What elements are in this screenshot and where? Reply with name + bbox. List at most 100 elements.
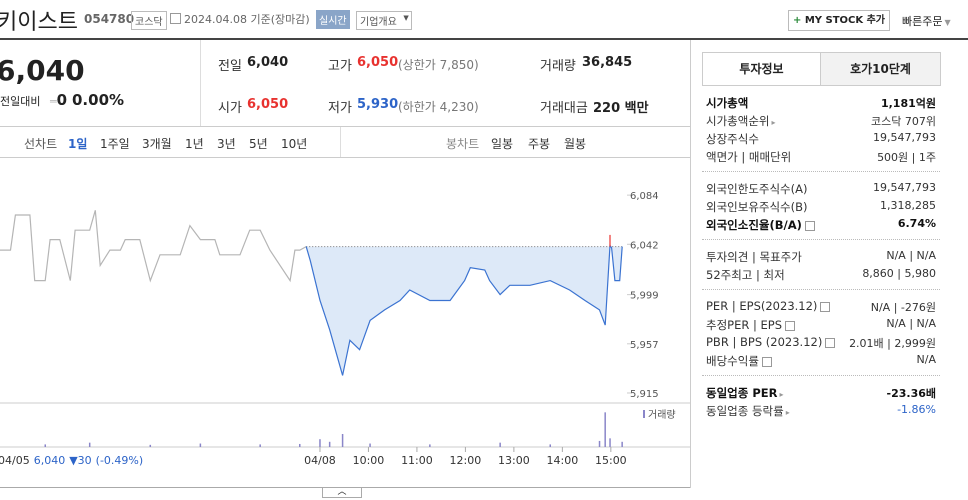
info-label: 외국인보유주식수(B) <box>706 200 808 214</box>
info-label: 외국인소진율(B/A) <box>706 217 815 233</box>
info-label: 배당수익률 <box>706 353 772 369</box>
info-label: 동일업종 등락률 ▸ <box>706 404 790 418</box>
info-label: 동일업종 PER ▸ <box>706 386 784 400</box>
period-tab[interactable]: 3년 <box>217 137 236 151</box>
tab[interactable]: 호가10단계 <box>820 52 941 86</box>
info-row: 배당수익률 N/A <box>706 353 936 371</box>
price-area <box>306 245 623 376</box>
realtime-badge[interactable]: 실시간 <box>316 10 350 29</box>
quote-value: 5,930 <box>357 97 399 112</box>
info-value: N/A | N/A <box>886 249 936 262</box>
info-label: 액면가 | 매매단위 <box>706 150 792 164</box>
change: ═0 <box>50 91 68 109</box>
candle-tab[interactable]: 주봉 <box>528 137 551 151</box>
stock-code: 054780 <box>84 12 135 26</box>
info-row: 외국인보유주식수(B) 1,318,285 <box>706 199 936 217</box>
quote-value: 220 백만 <box>593 101 649 116</box>
stock-name: 키이스트 <box>0 10 78 35</box>
info-icon[interactable] <box>761 356 772 367</box>
info-value: -1.86% <box>897 403 936 416</box>
y-tick-label: 5,915 <box>630 389 659 400</box>
quote-extra: (상한가 7,850) <box>398 58 479 72</box>
chart-footer: 04/05 6,040 ▼30 (-0.49%) <box>0 454 143 467</box>
collapse-toggle[interactable]: ︿ <box>322 487 362 498</box>
group-separator <box>702 171 940 172</box>
footer-date: 04/05 <box>0 454 30 467</box>
tab-active[interactable]: 투자정보 <box>702 52 821 86</box>
info-label: 시가총액순위 ▸ <box>706 114 776 128</box>
info-row: 추정PER | EPS N/A | N/A <box>706 317 936 335</box>
arrow-icon[interactable]: ▸ <box>771 118 776 127</box>
volume-bar <box>149 444 152 447</box>
y-tick-label: 6,084 <box>630 191 659 202</box>
volume-bar <box>549 444 551 447</box>
x-tick-label: 11:00 <box>401 454 433 467</box>
change-value: 0 <box>56 91 68 109</box>
change-label: 전일대비 <box>0 95 41 108</box>
info-row: 외국인한도주식수(A) 19,547,793 <box>706 181 936 199</box>
volume-bar <box>88 442 91 447</box>
arrow-icon[interactable]: ▸ <box>785 408 790 417</box>
info-row: 액면가 | 매매단위 500원 | 1주 <box>706 149 936 167</box>
group-separator <box>702 289 940 290</box>
rule <box>0 157 690 158</box>
y-tick-label: 6,042 <box>630 240 659 251</box>
quote-label: 거래대금 <box>540 101 588 116</box>
info-row: 52주최고 | 최저 8,860 | 5,980 <box>706 267 936 285</box>
info-icon[interactable] <box>785 320 796 331</box>
info-label: 상장주식수 <box>706 132 759 146</box>
volume-bar <box>44 444 46 447</box>
info-label: 투자의견 | 목표주가 <box>706 250 802 264</box>
group-separator <box>702 239 940 240</box>
volume-bar <box>499 442 501 447</box>
quick-order[interactable]: 빠른주문 ▼ <box>902 15 951 28</box>
period-tab[interactable]: 1년 <box>185 137 204 151</box>
price-chart: 6,084 6,042 5,999 5,957 5,915 04/08 10:00 11:00… <box>0 191 690 467</box>
info-icon[interactable] <box>820 301 831 312</box>
volume-bar <box>259 444 261 447</box>
volume-bar <box>328 441 331 447</box>
info-value: 2.01배 | 2,999원 <box>849 337 936 350</box>
price-line <box>0 210 307 283</box>
info-row: 동일업종 등락률 ▸ -1.86% <box>706 403 936 421</box>
period-tab[interactable]: 1주일 <box>100 137 130 151</box>
info-icon[interactable] <box>825 337 836 348</box>
period-tab[interactable]: 3개월 <box>142 137 172 151</box>
period-tab[interactable]: 5년 <box>249 137 268 151</box>
volume-bar <box>621 441 623 447</box>
candle-tab[interactable]: 월봉 <box>564 137 587 151</box>
info-value: N/A | N/A <box>886 317 936 330</box>
quote-value: 36,845 <box>582 55 633 70</box>
arrow-icon[interactable]: ▸ <box>779 390 784 399</box>
quote-label: 거래량 <box>540 59 576 74</box>
info-row: 동일업종 PER ▸ -23.36배 <box>706 385 936 403</box>
info-label: 52주최고 | 최저 <box>706 268 785 282</box>
mystock-button[interactable]: + MY STOCK 추가 <box>788 10 890 31</box>
x-tick-label: 12:00 <box>450 454 482 467</box>
candle-tab[interactable]: 일봉 <box>491 137 514 151</box>
info-value: 500원 | 1주 <box>877 151 936 164</box>
info-row: 시가총액 1,181억원 <box>706 95 936 113</box>
footer-rate: (-0.49%) <box>96 454 144 467</box>
footer-price: 6,040 <box>34 454 66 467</box>
mystock-label: MY STOCK 추가 <box>804 15 886 26</box>
company-info-button[interactable]: 기업개요 ▼ <box>356 11 412 30</box>
quote-extra: (하한가 4,230) <box>398 100 479 114</box>
quote-label: 고가 <box>328 59 352 74</box>
info-icon[interactable] <box>804 220 815 231</box>
period-tab[interactable]: 10년 <box>281 137 308 151</box>
info-row: PBR | BPS (2023.12) 2.01배 | 2,999원 <box>706 335 936 353</box>
info-value: 1,181억원 <box>880 97 936 110</box>
period-tab[interactable]: 1일 <box>68 137 88 151</box>
y-tick-label: 5,999 <box>630 291 659 302</box>
quote-label: 저가 <box>328 101 352 116</box>
group-separator <box>702 375 940 376</box>
price-line <box>305 243 623 376</box>
base-date: 2024.04.08 기준(장마감) <box>184 13 310 26</box>
x-tick-label: 10:00 <box>353 454 385 467</box>
divider <box>340 127 341 157</box>
volume-bar <box>319 439 321 447</box>
quote-label: 시가 <box>218 101 242 116</box>
info-value: 6.74% <box>897 217 936 230</box>
